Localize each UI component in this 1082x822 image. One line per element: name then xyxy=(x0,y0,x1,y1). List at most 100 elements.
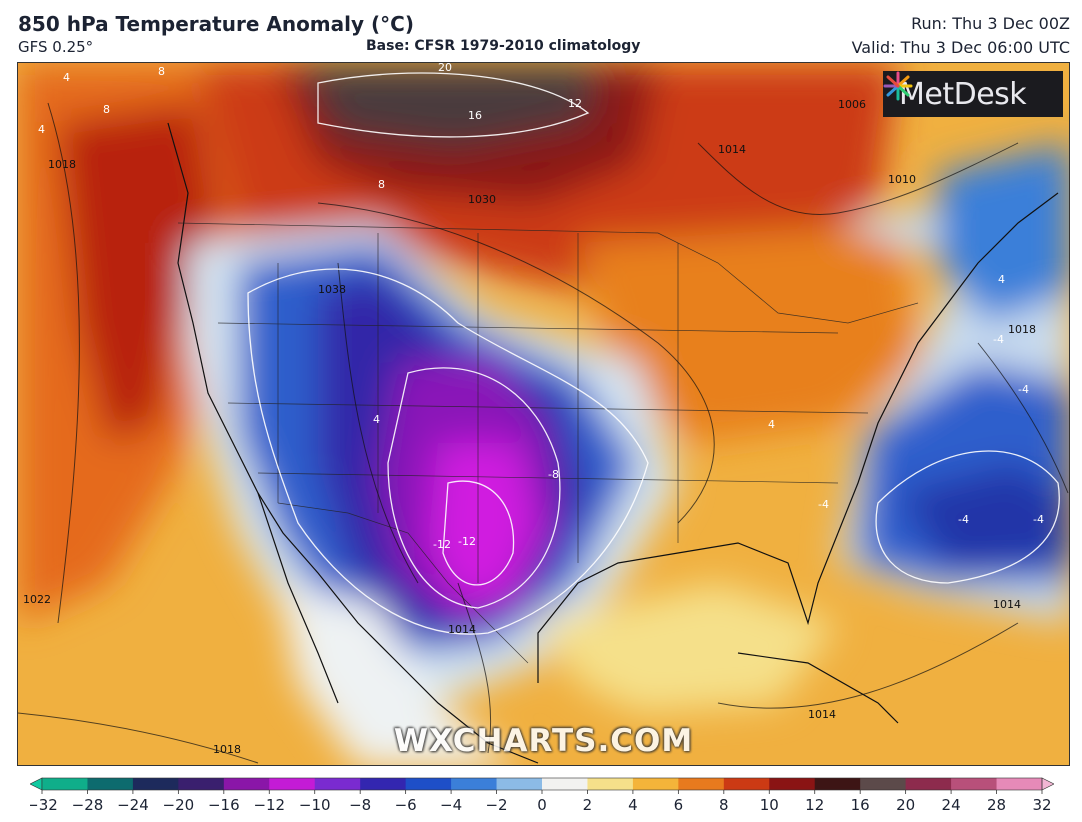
colorbar-min-arrow xyxy=(30,777,43,791)
colorbar-swatch xyxy=(496,778,543,790)
great-lakes-warm xyxy=(578,223,918,443)
colorbar-swatch xyxy=(42,778,88,790)
state-line-6 xyxy=(217,322,839,334)
colorbar-tick-label: −24 xyxy=(117,796,149,814)
isobar-label: 1014 xyxy=(718,143,746,156)
anomaly-contours xyxy=(247,72,1060,635)
state-line-7 xyxy=(227,402,869,414)
anomaly-contour-label: -4 xyxy=(993,333,1004,346)
isobar-8 xyxy=(457,582,492,754)
colorbar-tick-label: 8 xyxy=(719,796,729,814)
colorbar-tick-label: 0 xyxy=(537,796,547,814)
us-mexico-border xyxy=(277,502,529,664)
colorbar-swatch xyxy=(814,778,861,790)
isobar-label: 1018 xyxy=(48,158,76,171)
cold-plume-core xyxy=(428,443,538,603)
colorbar-swatch xyxy=(178,778,225,790)
anomaly-contour-label: 12 xyxy=(568,97,582,110)
isobar-label: 1014 xyxy=(448,623,476,636)
anomaly-contour-label: 4 xyxy=(63,71,70,84)
colorbar-swatch xyxy=(769,778,816,790)
colorbar-tick-label: −2 xyxy=(485,796,507,814)
state-line-8 xyxy=(257,472,839,484)
anomaly-contour-label: -12 xyxy=(458,535,476,548)
isobar-5 xyxy=(977,342,1069,494)
gulf-pale xyxy=(538,583,838,713)
colorbar-tick-label: 28 xyxy=(987,796,1006,814)
colorbar-swatch xyxy=(996,778,1043,790)
anomaly-contour-label: 4 xyxy=(373,413,380,426)
colorbar-tick-label: 16 xyxy=(851,796,870,814)
anomaly-contour-label: -4 xyxy=(1033,513,1044,526)
isobar-4 xyxy=(697,142,1019,215)
logo-text: MetDesk xyxy=(899,76,1027,112)
anomaly-contour-label: -4 xyxy=(958,513,969,526)
colorbar-swatch xyxy=(723,778,770,790)
pacific-hot-core xyxy=(58,103,218,443)
run-time-label: Run: Thu 3 Dec 00Z xyxy=(911,14,1070,33)
isobar-label: 1014 xyxy=(808,708,836,721)
east-coast xyxy=(837,192,1059,534)
valid-time-label: Valid: Thu 3 Dec 06:00 UTC xyxy=(851,38,1070,57)
anomaly-contour-label: -12 xyxy=(433,538,451,551)
isobar-1 xyxy=(47,102,80,624)
colorbar-swatch xyxy=(860,778,907,790)
colorbar-swatch xyxy=(314,778,361,790)
climatology-base-label: Base: CFSR 1979-2010 climatology xyxy=(366,38,641,54)
contour-north xyxy=(317,72,590,138)
northeast-cold xyxy=(938,143,1069,323)
borders xyxy=(177,222,919,664)
colorbar-tick-label: 32 xyxy=(1032,796,1051,814)
anomaly-contour-label: 8 xyxy=(103,103,110,116)
isobar-label: 1022 xyxy=(23,593,51,606)
colorbar-max-arrow xyxy=(1041,777,1054,791)
colorbar-tick-label: −28 xyxy=(72,796,104,814)
contour-minus4 xyxy=(247,268,649,635)
colorbar-ticks: −32 −28 −24 −20 −16 −12 −10 −8 −6 −4 −2 0 2 4 6 8 10 12 16… xyxy=(30,790,1052,814)
contour-minus8 xyxy=(387,367,561,609)
isobar-label: 1038 xyxy=(318,283,346,296)
colorbar-swatch xyxy=(223,778,270,790)
anomaly-contour-label: 8 xyxy=(378,178,385,191)
anomaly-contour-label: -8 xyxy=(548,468,559,481)
mexico-pale xyxy=(278,583,516,765)
cuba-coast xyxy=(737,652,899,724)
isobar-label: 1014 xyxy=(993,598,1021,611)
anomaly-contour-label: 4 xyxy=(998,273,1005,286)
colorbar-tick-label: 24 xyxy=(942,796,961,814)
contour-atlantic xyxy=(875,450,1060,584)
atlantic-cold-deep xyxy=(898,463,1069,573)
west-coast xyxy=(167,122,539,764)
isobars xyxy=(18,102,1069,764)
anomaly-contour-label: 20 xyxy=(438,63,452,74)
colorbar-swatch xyxy=(87,778,134,790)
colorbar-tick-label: 4 xyxy=(628,796,638,814)
colorbar-tick-label: −20 xyxy=(163,796,195,814)
colorbar-tick-label: −4 xyxy=(440,796,462,814)
colorbar-tick-label: −32 xyxy=(30,796,58,814)
model-label: GFS 0.25° xyxy=(18,38,94,56)
anomaly-contour-label: 4 xyxy=(38,123,45,136)
colorbar-tick-label: −6 xyxy=(395,796,417,814)
isobar-2 xyxy=(317,202,715,524)
contour-minus12 xyxy=(442,480,515,586)
colorbar-tick-label: 2 xyxy=(583,796,593,814)
coastlines xyxy=(167,122,1059,764)
colorbar-swatch xyxy=(587,778,634,790)
anomaly-field xyxy=(18,63,1069,765)
chart-title: 850 hPa Temperature Anomaly (°C) xyxy=(18,12,414,36)
anomaly-contour-label: 4 xyxy=(768,418,775,431)
anomaly-contour-label: -4 xyxy=(1018,383,1029,396)
colorbar-swatch xyxy=(951,778,998,790)
us-canada-border xyxy=(177,222,919,324)
baja-coast xyxy=(257,492,339,704)
colorbar-swatch xyxy=(632,778,679,790)
colorbar-tick-label: 6 xyxy=(674,796,684,814)
colorbar-swatch xyxy=(405,778,452,790)
colorbar-tick-label: 10 xyxy=(760,796,779,814)
isobar-6 xyxy=(717,622,1019,709)
colorbar-swatch xyxy=(269,778,316,790)
colorbar-tick-label: 20 xyxy=(896,796,915,814)
anomaly-contour-label: -4 xyxy=(818,498,829,511)
colorbar-swatches xyxy=(30,777,1054,791)
